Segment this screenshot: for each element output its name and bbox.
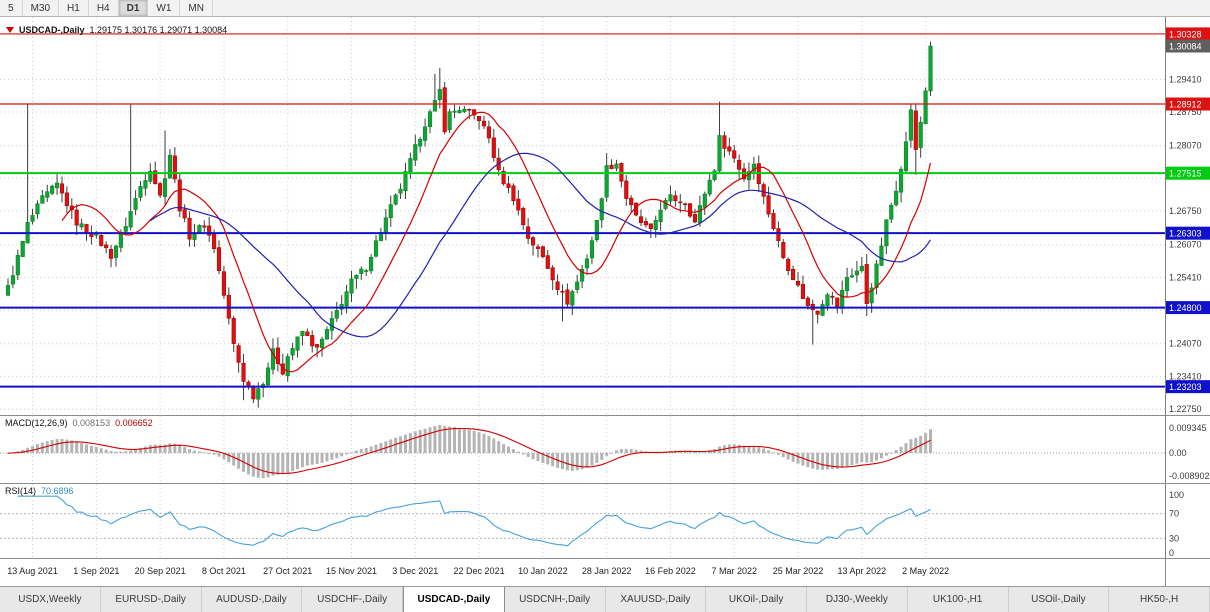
macd-histogram: [6, 424, 933, 479]
date-label: 13 Apr 2022: [837, 566, 887, 576]
svg-text:1.30084: 1.30084: [1169, 42, 1202, 52]
rsi-chart[interactable]: 100 70 30 0: [0, 484, 1210, 558]
price-badge: [1166, 39, 1210, 53]
macd-axis-label: 0.009345: [1169, 423, 1207, 433]
price-axis-label: 1.26750: [1169, 206, 1202, 216]
macd-chart[interactable]: 0.009345 0.00 -0.008902: [0, 416, 1210, 483]
date-label: 20 Sep 2021: [134, 566, 186, 576]
macd-label: MACD(12,26,9) 0.008153 0.006652: [5, 418, 153, 428]
date-label: 8 Oct 2021: [201, 566, 246, 576]
candles: [5, 41, 933, 408]
date-label: 1 Sep 2021: [73, 566, 120, 576]
timeframe-button-h1[interactable]: H1: [59, 0, 89, 16]
svg-text:1.28912: 1.28912: [1169, 100, 1202, 110]
macd-panel[interactable]: 0.009345 0.00 -0.008902 MACD(12,26,9) 0.00…: [0, 415, 1210, 483]
chart-title: USDCAD-,Daily 1.29175 1.30176 1.29071 1.…: [6, 25, 227, 35]
date-label: 7 Mar 2022: [711, 566, 757, 576]
timeframe-button-mn[interactable]: MN: [180, 0, 213, 16]
price-axis-label: 1.28750: [1169, 107, 1202, 117]
macd-settings: MACD(12,26,9): [5, 418, 68, 428]
tab-dj30-weekly[interactable]: DJ30-,Weekly: [807, 587, 908, 612]
tab-usdcad-daily[interactable]: USDCAD-,Daily: [403, 587, 505, 612]
price-badge: [1166, 166, 1210, 180]
tab-audusd-daily[interactable]: AUDUSD-,Daily: [202, 587, 303, 612]
rsi-settings: RSI(14): [5, 486, 37, 496]
timeframe-button-5[interactable]: 5: [0, 0, 23, 16]
svg-text:1.23203: 1.23203: [1169, 382, 1202, 392]
date-label: 25 Mar 2022: [772, 566, 824, 576]
time-axis[interactable]: 13 Aug 2021 1 Sep 2021 20 Sep 2021 8 Oct 20…: [0, 558, 1210, 586]
tab-usdchf-daily[interactable]: USDCHF-,Daily: [302, 587, 403, 612]
date-label: 10 Jan 2022: [518, 566, 568, 576]
rsi-label: RSI(14) 70.6896: [5, 486, 74, 496]
timeframe-button-w1[interactable]: W1: [148, 0, 181, 16]
timeframe-button-m30[interactable]: M30: [23, 0, 60, 16]
macd-signal-line: [7, 427, 931, 475]
price-badge: [1166, 226, 1210, 240]
macd-axis-label: 0.00: [1169, 448, 1187, 458]
sell-marker-icon: [6, 27, 14, 33]
timeframe-button-d1[interactable]: D1: [118, 0, 149, 16]
price-axis-label: 1.28070: [1169, 141, 1202, 151]
price-axis-label: 1.24070: [1169, 339, 1202, 349]
main-chart-panel[interactable]: 1.29410 1.28750 1.28070 1.26750 1.26070 1.254…: [0, 17, 1210, 415]
tab-ukoil-daily[interactable]: UKOil-,Daily: [706, 587, 807, 612]
rsi-panel[interactable]: 100 70 30 0 RSI(14) 70.6896: [0, 483, 1210, 558]
date-label: 2 May 2022: [902, 566, 950, 576]
price-axis-label: 1.25410: [1169, 272, 1202, 282]
chart-tabs: USDX,Weekly EURUSD-,Daily AUDUSD-,Daily USD…: [0, 586, 1210, 612]
date-label: 22 Dec 2021: [453, 566, 505, 576]
timeframe-toolbar: 5 M30 H1 H4 D1 W1 MN: [0, 0, 1210, 17]
macd-main-value: 0.008153: [72, 418, 111, 428]
date-label: 28 Jan 2022: [581, 566, 632, 576]
chart-symbol: USDCAD-,Daily: [19, 25, 85, 35]
chart-ohlc-values: 1.29175 1.30176 1.29071 1.30084: [89, 25, 228, 35]
price-axis-label: 1.23410: [1169, 371, 1202, 381]
candlestick-chart[interactable]: 1.29410 1.28750 1.28070 1.26750 1.26070 1.254…: [0, 17, 1210, 415]
macd-axis-label: -0.008902: [1169, 471, 1210, 481]
date-label: 15 Nov 2021: [325, 566, 378, 576]
rsi-axis-label: 100: [1169, 490, 1184, 500]
tab-eurusd-daily[interactable]: EURUSD-,Daily: [101, 587, 202, 612]
date-label: 13 Aug 2021: [7, 566, 58, 576]
svg-text:1.26303: 1.26303: [1169, 229, 1202, 239]
ma-slow-line: [149, 152, 931, 338]
tab-uk100-h1[interactable]: UK100-,H1: [908, 587, 1009, 612]
tab-hk50-h[interactable]: HK50-,H: [1109, 587, 1210, 612]
date-label: 16 Feb 2022: [645, 566, 696, 576]
svg-text:1.30328: 1.30328: [1169, 29, 1202, 39]
rsi-line: [17, 495, 931, 547]
rsi-axis-label: 0: [1169, 548, 1174, 558]
timeframe-button-h4[interactable]: H4: [89, 0, 119, 16]
tab-usdcnh-daily[interactable]: USDCNH-,Daily: [505, 587, 606, 612]
price-axis-label: 1.26070: [1169, 240, 1202, 250]
price-axis-label: 1.29410: [1169, 74, 1202, 84]
tab-xauusd-daily[interactable]: XAUUSD-,Daily: [606, 587, 707, 612]
macd-signal-value: 0.006652: [115, 418, 153, 428]
rsi-axis-label: 70: [1169, 509, 1179, 519]
ma-fast-line: [61, 111, 932, 373]
date-label: 3 Dec 2021: [392, 566, 439, 576]
svg-text:1.27515: 1.27515: [1169, 169, 1202, 179]
price-badge: [1166, 97, 1210, 111]
svg-text:1.24800: 1.24800: [1169, 303, 1202, 313]
price-badge: [1166, 380, 1210, 394]
tab-usoil-daily[interactable]: USOil-,Daily: [1009, 587, 1110, 612]
price-badge: [1166, 27, 1210, 41]
tab-usdx-weekly[interactable]: USDX,Weekly: [0, 587, 101, 612]
rsi-axis-label: 30: [1169, 533, 1179, 543]
price-badge: [1166, 301, 1210, 315]
date-label: 27 Oct 2021: [263, 566, 313, 576]
price-axis-label: 1.22750: [1169, 404, 1202, 414]
rsi-value: 70.6896: [41, 486, 74, 496]
